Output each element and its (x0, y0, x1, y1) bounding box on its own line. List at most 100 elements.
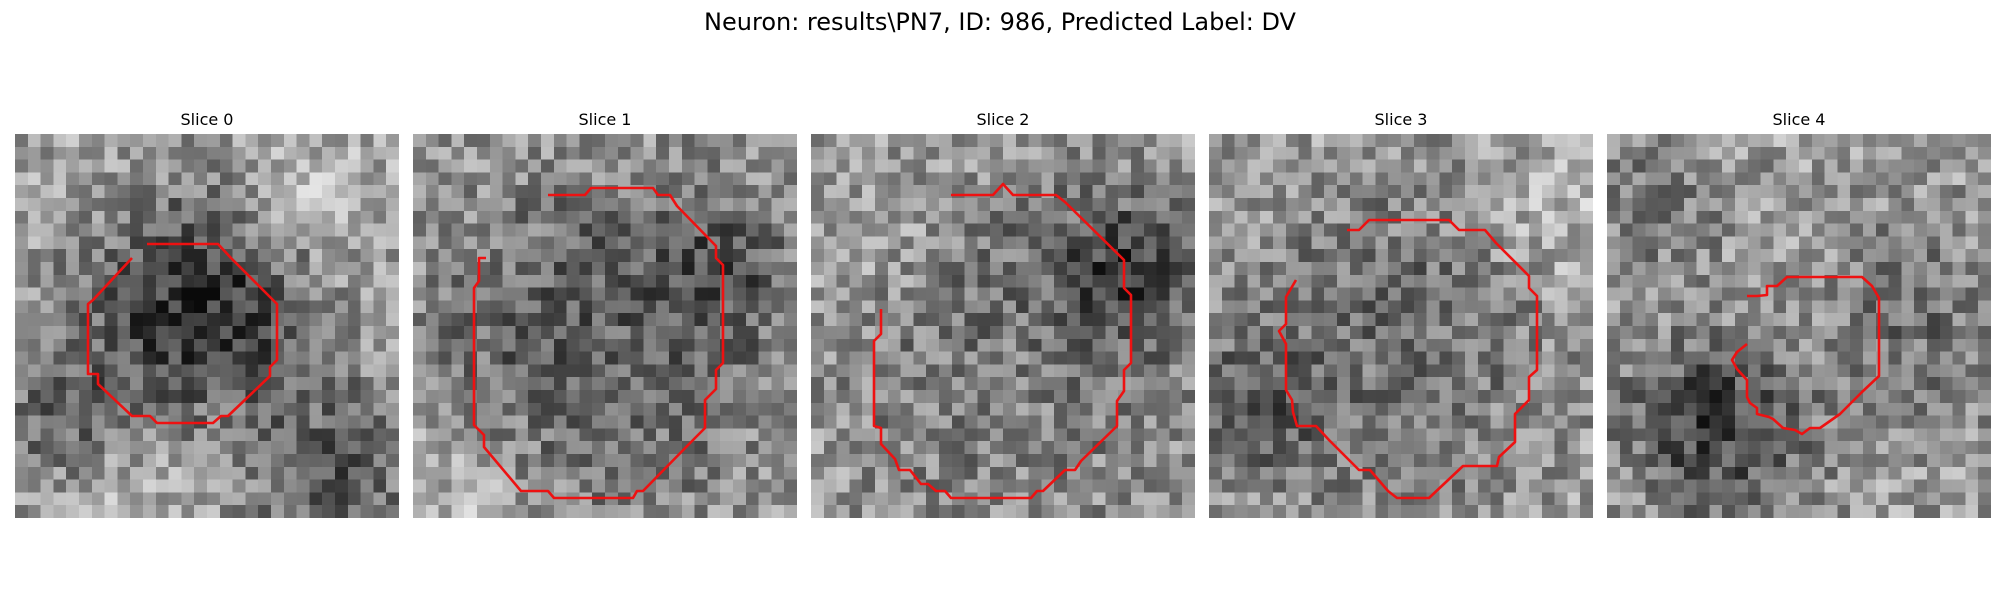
image-pixel (1209, 351, 1223, 365)
image-pixel (194, 428, 208, 442)
image-pixel (1028, 326, 1042, 340)
image-pixel (990, 390, 1004, 404)
image-pixel (309, 159, 323, 173)
image-pixel (1965, 402, 1979, 417)
image-pixel (1375, 402, 1389, 417)
image-pixel (1143, 313, 1158, 327)
image-pixel (502, 172, 516, 186)
image-pixel (1131, 441, 1145, 455)
image-pixel (1837, 146, 1851, 161)
image-pixel (592, 402, 606, 417)
image-pixel (1619, 274, 1634, 289)
image-pixel (1632, 185, 1646, 199)
image-pixel (104, 159, 118, 173)
image-pixel (347, 351, 362, 365)
image-pixel (1939, 198, 1954, 212)
image-pixel (155, 390, 170, 404)
image-pixel (1298, 454, 1312, 468)
image-pixel (964, 505, 978, 518)
image-pixel (1298, 377, 1312, 391)
image-pixel (181, 454, 195, 468)
image-pixel (875, 262, 889, 276)
image-pixel (245, 236, 259, 250)
image-pixel (1156, 505, 1170, 518)
image-pixel (232, 210, 246, 225)
image-pixel (1041, 313, 1055, 327)
image-pixel (1927, 505, 1941, 518)
image-pixel (464, 274, 478, 289)
image-pixel (1773, 351, 1787, 365)
image-pixel (1939, 249, 1954, 263)
image-pixel (1799, 492, 1813, 506)
image-pixel (1811, 262, 1826, 276)
image-pixel (1465, 351, 1479, 365)
image-pixel (1452, 505, 1466, 518)
image-pixel (1786, 351, 1800, 365)
image-pixel (758, 505, 772, 518)
image-pixel (1349, 326, 1364, 340)
image-pixel (784, 185, 797, 199)
image-pixel (990, 236, 1004, 250)
image-pixel (373, 249, 387, 263)
image-pixel (117, 287, 131, 301)
image-pixel (926, 172, 940, 186)
image-pixel (630, 210, 644, 225)
image-pixel (1567, 402, 1581, 417)
image-pixel (1285, 326, 1300, 340)
image-pixel (836, 441, 850, 455)
slice-title-4: Slice 4 (1772, 110, 1826, 129)
image-pixel (27, 210, 42, 225)
image-pixel (1709, 172, 1723, 186)
image-pixel (117, 377, 131, 391)
image-pixel (1477, 185, 1492, 199)
image-pixel (553, 326, 568, 340)
image-pixel (194, 402, 208, 417)
image-pixel (232, 479, 246, 493)
image-pixel (694, 428, 708, 442)
image-pixel (1349, 390, 1364, 404)
image-pixel (1067, 479, 1081, 493)
image-pixel (1477, 134, 1492, 148)
image-pixel (309, 198, 323, 212)
image-pixel (1607, 249, 1621, 263)
image-pixel (1439, 223, 1453, 237)
image-pixel (1799, 300, 1813, 314)
image-pixel (1337, 505, 1351, 518)
image-pixel (926, 428, 940, 442)
image-pixel (823, 287, 838, 301)
image-pixel (40, 172, 54, 186)
image-pixel (515, 377, 529, 391)
image-pixel (681, 185, 696, 199)
slice-contour-1 (472, 186, 725, 500)
image-pixel (1273, 364, 1287, 378)
image-pixel (1747, 159, 1762, 173)
image-pixel (1952, 466, 1966, 481)
image-pixel (1015, 441, 1030, 455)
image-pixel (1169, 262, 1183, 276)
image-pixel (566, 262, 580, 276)
image-pixel (1465, 492, 1479, 506)
image-pixel (155, 185, 170, 199)
image-pixel (1477, 210, 1492, 225)
image-pixel (347, 159, 362, 173)
image-pixel (1079, 505, 1094, 518)
image-pixel (1607, 441, 1621, 455)
image-pixel (1375, 223, 1389, 237)
image-pixel (1324, 326, 1338, 340)
image-pixel (926, 505, 940, 518)
image-pixel (1118, 134, 1132, 148)
image-pixel (990, 326, 1004, 340)
image-pixel (53, 441, 67, 455)
image-pixel (1824, 377, 1838, 391)
image-pixel (464, 505, 478, 518)
image-pixel (1760, 300, 1774, 314)
image-pixel (745, 249, 760, 263)
image-pixel (53, 210, 67, 225)
image-pixel (862, 313, 876, 327)
image-pixel (1234, 236, 1248, 250)
image-pixel (347, 441, 362, 455)
image-pixel (745, 198, 760, 212)
image-pixel (733, 390, 747, 404)
image-pixel (1760, 364, 1774, 378)
image-pixel (1516, 134, 1530, 148)
